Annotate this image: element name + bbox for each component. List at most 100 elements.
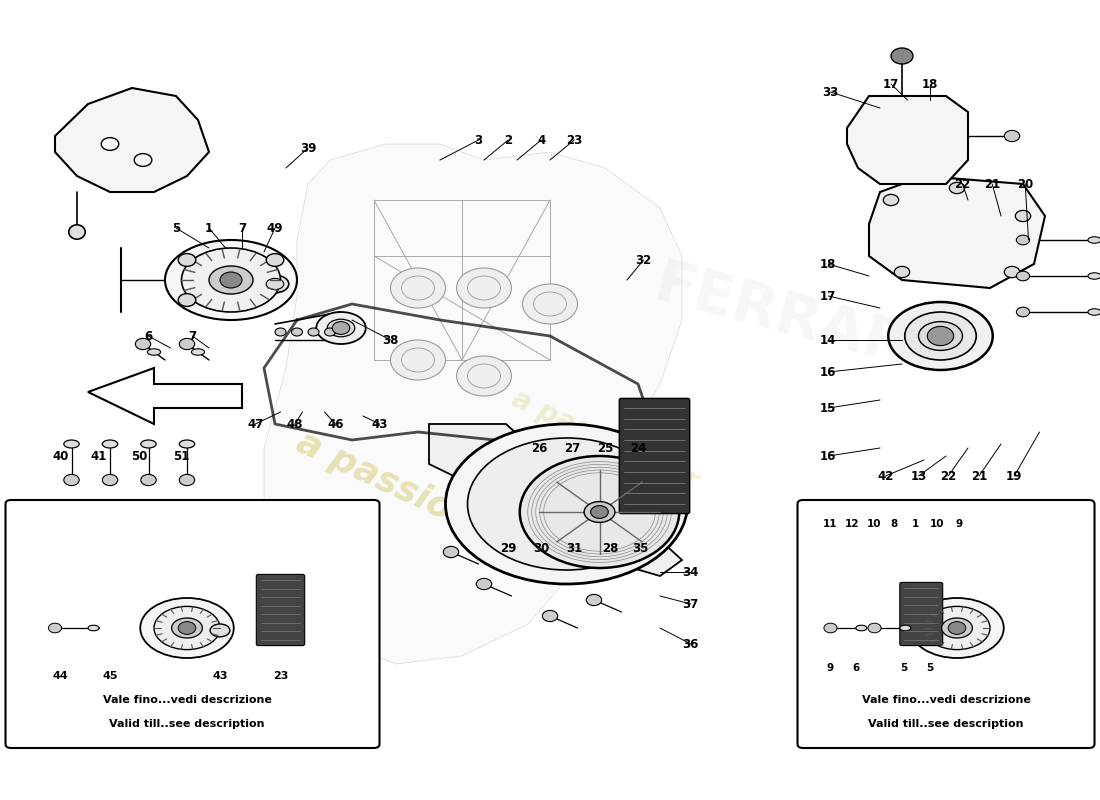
Text: Valid till..see description: Valid till..see description — [109, 719, 265, 729]
Polygon shape — [264, 144, 682, 664]
Text: 33: 33 — [823, 86, 838, 98]
Circle shape — [179, 474, 195, 486]
Text: 19: 19 — [1006, 470, 1022, 482]
Text: 17: 17 — [883, 78, 899, 90]
Circle shape — [390, 340, 446, 380]
Circle shape — [48, 623, 62, 633]
Text: 42: 42 — [878, 470, 893, 482]
Circle shape — [542, 610, 558, 622]
Text: 47: 47 — [248, 418, 263, 430]
Text: 25: 25 — [597, 442, 613, 454]
Ellipse shape — [317, 312, 365, 344]
Ellipse shape — [69, 225, 86, 239]
Text: 5: 5 — [926, 663, 933, 673]
Text: 50: 50 — [132, 450, 147, 462]
Text: 29: 29 — [500, 542, 516, 554]
Text: 21: 21 — [971, 470, 987, 482]
Ellipse shape — [900, 626, 911, 630]
Text: 43: 43 — [212, 671, 228, 681]
Text: 27: 27 — [564, 442, 580, 454]
Polygon shape — [55, 88, 209, 192]
Text: 9: 9 — [956, 519, 962, 529]
Ellipse shape — [942, 618, 972, 638]
Circle shape — [178, 254, 196, 266]
Text: 32: 32 — [636, 254, 651, 266]
Circle shape — [275, 328, 286, 336]
Text: 51: 51 — [174, 450, 189, 462]
Text: Vale fino...vedi descrizione: Vale fino...vedi descrizione — [861, 695, 1031, 705]
Circle shape — [1015, 210, 1031, 222]
Text: Valid till..see description: Valid till..see description — [868, 719, 1024, 729]
Ellipse shape — [64, 440, 79, 448]
Circle shape — [456, 268, 512, 308]
Circle shape — [824, 623, 837, 633]
Polygon shape — [429, 424, 682, 576]
Text: 10: 10 — [930, 519, 945, 529]
Ellipse shape — [191, 349, 205, 355]
Ellipse shape — [210, 624, 230, 637]
Ellipse shape — [1088, 237, 1100, 243]
Ellipse shape — [584, 502, 615, 522]
FancyBboxPatch shape — [6, 500, 379, 748]
Circle shape — [868, 623, 881, 633]
Text: 22: 22 — [940, 470, 956, 482]
Ellipse shape — [889, 302, 992, 370]
Polygon shape — [847, 96, 968, 184]
Circle shape — [1016, 235, 1030, 245]
Text: a passion for: a passion for — [507, 385, 703, 495]
Circle shape — [443, 546, 459, 558]
Circle shape — [894, 266, 910, 278]
Ellipse shape — [446, 424, 688, 584]
Text: 5: 5 — [901, 663, 908, 673]
Text: 18: 18 — [821, 258, 836, 270]
Text: 26: 26 — [531, 442, 547, 454]
Text: 3: 3 — [474, 134, 483, 146]
Text: a passion for: a passion for — [292, 425, 544, 567]
Text: 46: 46 — [328, 418, 343, 430]
Ellipse shape — [147, 349, 161, 355]
Circle shape — [948, 622, 966, 634]
Polygon shape — [869, 176, 1045, 288]
Text: 22: 22 — [955, 178, 970, 190]
Text: 23: 23 — [273, 671, 288, 681]
Circle shape — [141, 474, 156, 486]
Text: 21: 21 — [984, 178, 1000, 190]
Ellipse shape — [1088, 309, 1100, 315]
Ellipse shape — [856, 626, 867, 630]
Ellipse shape — [1088, 273, 1100, 279]
Circle shape — [178, 622, 196, 634]
Circle shape — [332, 322, 350, 334]
Text: 6: 6 — [852, 663, 859, 673]
Text: 1: 1 — [912, 519, 918, 529]
Text: 36: 36 — [683, 638, 698, 650]
FancyBboxPatch shape — [798, 500, 1094, 748]
Text: 2: 2 — [504, 134, 513, 146]
Text: 9: 9 — [827, 663, 834, 673]
FancyBboxPatch shape — [256, 574, 305, 646]
Text: 34: 34 — [683, 566, 698, 578]
Text: 41: 41 — [91, 450, 107, 462]
Ellipse shape — [262, 275, 288, 293]
Circle shape — [266, 254, 284, 266]
Text: 40: 40 — [53, 450, 68, 462]
Text: 43: 43 — [372, 418, 387, 430]
Text: 37: 37 — [683, 598, 698, 610]
Ellipse shape — [165, 240, 297, 320]
Ellipse shape — [141, 440, 156, 448]
Text: 45: 45 — [102, 671, 118, 681]
Text: 16: 16 — [821, 366, 836, 378]
Circle shape — [456, 356, 512, 396]
Circle shape — [586, 594, 602, 606]
Circle shape — [591, 506, 608, 518]
Ellipse shape — [102, 440, 118, 448]
Text: 30: 30 — [534, 542, 549, 554]
Circle shape — [179, 338, 195, 350]
Text: 1: 1 — [205, 222, 213, 234]
Text: 23: 23 — [566, 134, 582, 146]
Ellipse shape — [328, 319, 354, 337]
Circle shape — [292, 328, 302, 336]
Text: 28: 28 — [603, 542, 618, 554]
Circle shape — [102, 474, 118, 486]
Ellipse shape — [179, 440, 195, 448]
Ellipse shape — [209, 266, 253, 294]
